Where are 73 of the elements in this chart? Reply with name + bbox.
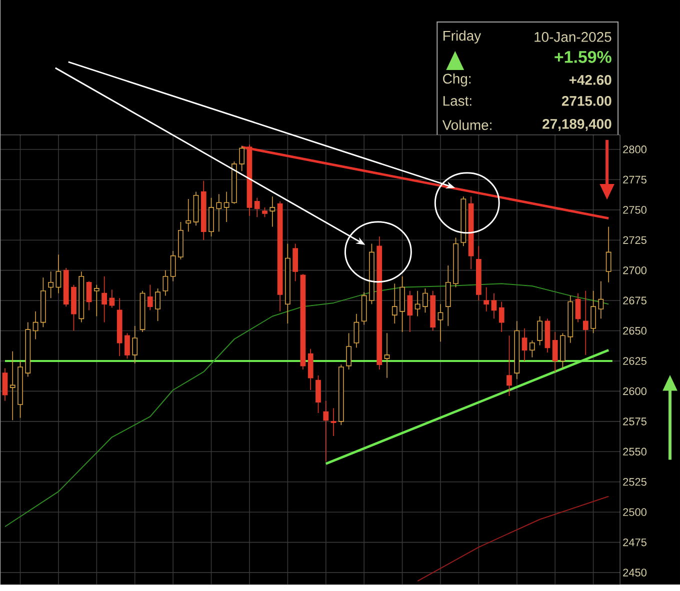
y-tick-label: 2475: [623, 538, 646, 546]
text: Last:: [443, 96, 472, 106]
candlestick: [10, 350, 16, 420]
text: +42.60: [569, 74, 612, 85]
candlestick: [598, 280, 604, 319]
candlestick: [422, 288, 428, 313]
candlestick: [506, 334, 512, 396]
y-tick-label: 2700: [623, 266, 646, 274]
text: Volume:: [442, 120, 492, 130]
text: 2715.00: [562, 96, 612, 106]
candlestick: [438, 304, 444, 342]
y-tick-label: 2675: [623, 296, 646, 304]
candlestick: [254, 197, 260, 218]
candlestick: [537, 316, 543, 346]
y-tick-label: 2525: [623, 478, 646, 486]
candlestick: [384, 332, 390, 378]
candlestick: [94, 284, 100, 316]
y-tick-label: 2625: [623, 356, 646, 365]
y-tick-label: 2500: [623, 508, 646, 516]
candlestick: [330, 408, 336, 436]
text: 27,189,400: [542, 118, 612, 131]
y-tick-label: 2450: [623, 568, 646, 576]
candlestick: [522, 328, 528, 362]
text: Friday: [443, 30, 482, 44]
candlestick: [407, 290, 413, 332]
y-tick-label: 2600: [623, 387, 646, 395]
candlestick: [216, 194, 222, 232]
candlestick: [132, 325, 138, 364]
candlestick: [316, 374, 321, 414]
candlestick: [354, 313, 360, 348]
y-tick-label: 2800: [623, 145, 646, 154]
candlestick: [270, 196, 276, 227]
y-tick-label: 2575: [623, 417, 646, 426]
candlestick: [86, 280, 92, 310]
candlestick: [155, 288, 160, 322]
candlestick: [392, 282, 398, 324]
y-tick-label: 2750: [623, 206, 646, 214]
candlestick: [323, 400, 329, 462]
candlestick: [414, 290, 420, 316]
candlestick: [224, 191, 230, 222]
candlestick: [162, 270, 168, 296]
candlestick: [102, 276, 108, 322]
candlestick: [575, 292, 581, 322]
candlestick: [186, 198, 192, 232]
candlestick: [239, 145, 245, 172]
candlestick: [48, 270, 54, 298]
y-tick-label: 2550: [623, 448, 646, 456]
y-tick-label: 2650: [623, 326, 646, 334]
candlestick: [56, 254, 62, 294]
candlestick: [109, 289, 115, 308]
candlestick: [124, 332, 130, 359]
line-series: [4, 282, 610, 527]
candlestick: [346, 332, 352, 370]
candlestick: [491, 292, 497, 319]
candlestick: [582, 290, 588, 356]
text: +1.59%: [554, 50, 612, 63]
text: Chg:: [443, 73, 471, 86]
candlestick: [498, 301, 504, 332]
y-tick-label: 2725: [623, 236, 646, 244]
candlestick: [262, 206, 268, 218]
candlestick: [484, 286, 490, 312]
candlestick: [147, 284, 153, 310]
candlestick: [292, 243, 298, 282]
candlestick: [32, 310, 38, 340]
candlestick: [552, 331, 558, 372]
candlestick: [529, 340, 535, 358]
y-tick-label: 2775: [623, 176, 646, 184]
candlestick: [606, 226, 612, 283]
text: 10-Jan-2025: [534, 32, 612, 42]
candlestick: [2, 368, 8, 402]
candlestick: [170, 250, 176, 282]
candlestick: [590, 290, 596, 334]
line-series: [417, 496, 610, 582]
